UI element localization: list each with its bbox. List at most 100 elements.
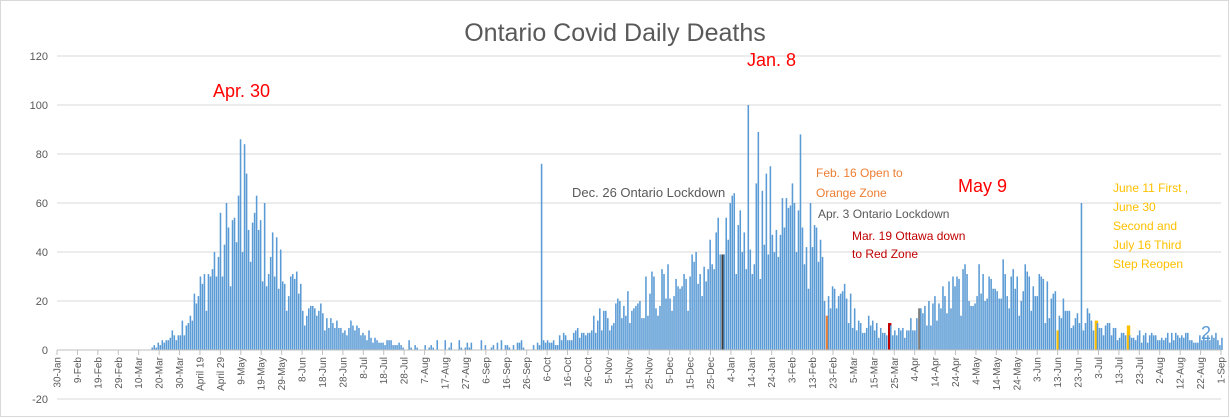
bar: [607, 318, 609, 350]
bar: [970, 305, 972, 350]
bar: [358, 327, 360, 350]
bar: [643, 318, 645, 350]
bar: [350, 320, 352, 350]
bar: [737, 225, 740, 350]
bar: [299, 283, 302, 350]
bar: [964, 264, 966, 350]
bar: [757, 131, 760, 350]
bar: [1172, 340, 1175, 350]
bar: [1056, 330, 1060, 350]
bar: [988, 276, 990, 350]
bar: [956, 276, 958, 350]
bar: [464, 347, 467, 350]
x-tick-label: 14-Jan: [747, 357, 758, 388]
bar: [159, 345, 162, 350]
x-tick-label: 16-Oct: [563, 357, 574, 387]
bar: [633, 308, 635, 350]
bar: [269, 256, 272, 350]
bar: [163, 342, 166, 350]
bar: [183, 335, 186, 350]
bar: [540, 163, 543, 350]
bar: [1205, 340, 1207, 350]
bar: [904, 337, 906, 350]
bar: [833, 288, 836, 350]
bar: [711, 264, 713, 350]
bar: [1221, 337, 1223, 350]
bar: [719, 254, 721, 350]
bar: [950, 308, 952, 350]
bar: [245, 173, 248, 350]
bar: [157, 342, 160, 350]
bar: [346, 335, 348, 350]
bar: [1148, 335, 1151, 350]
bar: [944, 296, 946, 350]
bar: [739, 210, 742, 350]
x-tick-label: 24-Apr: [951, 356, 962, 387]
bar: [376, 340, 378, 350]
bar: [241, 252, 244, 350]
annotation-label: July 16 Third: [1113, 238, 1181, 252]
bar: [1012, 269, 1014, 350]
bar: [960, 315, 962, 350]
bar: [629, 323, 631, 350]
bar: [378, 342, 380, 350]
bar: [980, 293, 982, 350]
bar: [259, 220, 262, 350]
bar: [855, 330, 858, 350]
bar: [601, 330, 603, 350]
bar: [416, 347, 418, 350]
bar: [641, 318, 643, 350]
bar: [255, 195, 258, 350]
bar: [982, 274, 984, 350]
x-tick-label: 4-May: [971, 357, 982, 385]
x-tick-label: 8-Jun: [298, 357, 309, 382]
bar: [723, 254, 725, 350]
bar: [1219, 345, 1221, 350]
x-tick-label: 28-Jul: [400, 357, 411, 384]
bar: [1203, 335, 1205, 350]
bar: [588, 332, 591, 350]
bar: [1193, 342, 1195, 350]
bar: [727, 239, 730, 350]
bar: [837, 296, 840, 350]
bar: [153, 345, 156, 350]
bar: [1088, 313, 1091, 350]
bar: [592, 315, 595, 350]
bar: [508, 347, 511, 350]
bar: [1078, 323, 1081, 350]
bar: [1120, 332, 1123, 350]
bar: [470, 342, 473, 350]
bar: [853, 308, 856, 350]
bar: [458, 340, 461, 350]
bar: [572, 332, 575, 350]
y-tick-label: 100: [30, 100, 48, 112]
bar: [683, 274, 685, 350]
bar: [996, 291, 998, 350]
bar: [554, 345, 557, 350]
bar: [342, 332, 344, 350]
bar: [701, 296, 703, 350]
bar: [444, 340, 447, 350]
x-tick-label: 5-Mar: [849, 356, 860, 383]
bar: [1207, 335, 1209, 350]
bar: [787, 207, 790, 350]
bar: [1016, 276, 1019, 350]
bar: [657, 315, 659, 350]
bar: [324, 330, 326, 350]
bar: [1110, 335, 1113, 350]
bar: [771, 234, 774, 350]
bar: [603, 310, 605, 350]
bar: [328, 327, 330, 350]
bar: [1154, 335, 1157, 350]
bar: [1166, 332, 1169, 350]
bar: [763, 244, 766, 350]
bar: [914, 330, 916, 350]
bar: [356, 325, 358, 350]
bar: [623, 305, 625, 350]
bar: [1124, 335, 1127, 350]
x-tick-label: 30-Jan: [53, 357, 64, 388]
bar: [861, 332, 864, 350]
bar: [775, 229, 778, 350]
bar: [885, 335, 888, 350]
bar: [605, 310, 607, 350]
